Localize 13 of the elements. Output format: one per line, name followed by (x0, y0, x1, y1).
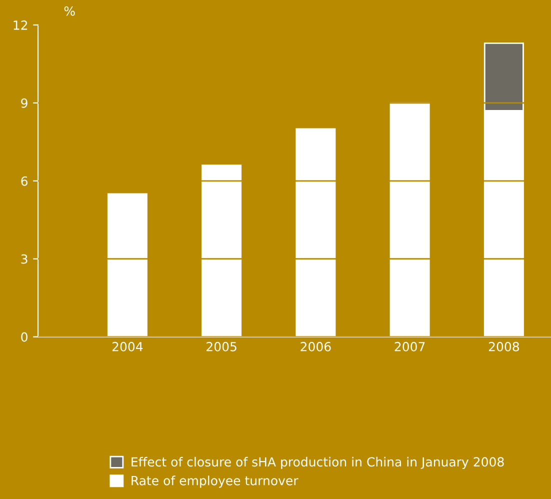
y-tick-label: 6 (21, 176, 28, 186)
legend-label: Effect of closure of sHA production in China in January 2008 (132, 456, 504, 470)
x-tick-label: 2007 (394, 342, 425, 352)
x-tick-label: 2008 (488, 342, 519, 352)
y-axis-title: % (64, 6, 75, 16)
x-tick-label: 2004 (112, 342, 143, 352)
y-tick-label: 3 (21, 254, 28, 264)
y-tick-label: 9 (21, 98, 28, 108)
y-tick-label: 0 (21, 332, 28, 342)
x-tick-label: 2006 (300, 342, 331, 352)
x-tick-label: 2005 (206, 342, 236, 352)
legend-label: Rate of employee turnover (132, 476, 298, 488)
y-tick-label: 12 (14, 20, 28, 30)
